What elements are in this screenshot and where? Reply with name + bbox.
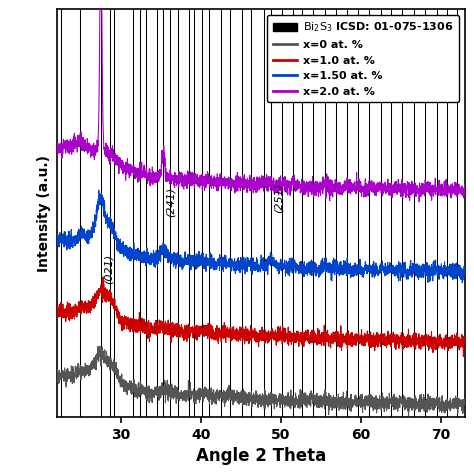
Y-axis label: Intensity (a.u.): Intensity (a.u.) — [37, 155, 51, 272]
Text: (021): (021) — [103, 254, 113, 284]
Text: (241): (241) — [165, 187, 175, 217]
X-axis label: Angle 2 Theta: Angle 2 Theta — [196, 447, 326, 465]
Legend: $\mathrm{Bi_2S_3}$ ICSD: 01-075-1306, x=0 at. %, x=1.0 at. %, x=1.50 at. %, x=2.: $\mathrm{Bi_2S_3}$ ICSD: 01-075-1306, x=… — [267, 15, 459, 102]
Text: (251): (251) — [273, 183, 283, 213]
